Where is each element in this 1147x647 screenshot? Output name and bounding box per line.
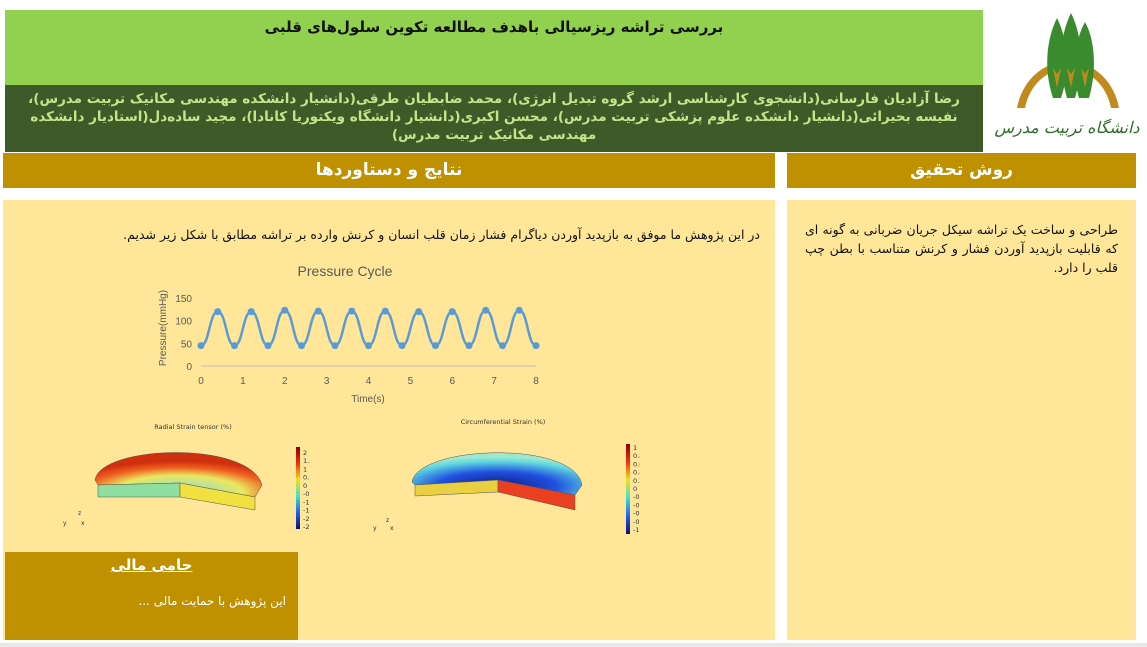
circumferential-strain-figure: Circumferential Strain (%) 10.80.60.40.2…	[373, 418, 640, 534]
data-point	[532, 342, 540, 350]
svg-text:x: x	[390, 525, 394, 532]
figure-title: Radial Strain tensor (%)	[154, 423, 231, 431]
colorbar-tick: 0.2	[633, 477, 640, 485]
colorbar-tick: 0.5	[303, 474, 310, 482]
data-point	[331, 342, 339, 350]
data-point	[365, 342, 372, 350]
colorbar-tick: 0.6	[633, 460, 640, 468]
colorbar-tick: -0.6	[633, 510, 640, 518]
colorbar-tick: -2	[303, 515, 309, 523]
colorbar-tick: 0.8	[633, 452, 640, 460]
colorbar-tick: -0.2	[633, 493, 640, 501]
y-axis-label: Pressure(mmHg)	[158, 290, 169, 366]
x-tick-label: 7	[491, 376, 497, 387]
svg-text:z: z	[386, 517, 389, 524]
colorbar-tick: -0.5	[303, 490, 310, 498]
pressure-cycle-chart: Pressure Cycle Pressure(mmHg) Time(s) 0 1…	[158, 263, 540, 405]
funding-title: حامی مالی	[110, 556, 193, 574]
x-tick-label: 8	[533, 376, 539, 387]
data-point	[197, 342, 205, 350]
colorbar-tick: 1.5	[303, 457, 310, 465]
x-tick-label: 4	[366, 376, 372, 387]
svg-text:y: y	[63, 520, 67, 527]
data-point	[465, 342, 473, 350]
x-tick-label: 6	[449, 376, 455, 387]
svg-text:y: y	[373, 525, 377, 532]
x-tick-label: 0	[198, 376, 204, 387]
data-point	[314, 307, 322, 315]
radial-strain-figure: Radial Strain tensor (%) 21.510.50-0.5-1…	[63, 423, 310, 530]
method-text: طراحی و ساخت یک تراشه سیکل جریان ضربانی …	[805, 222, 1118, 275]
funding-text: این پژوهش با حمایت مالی ...	[138, 594, 286, 608]
data-point	[448, 308, 456, 316]
university-logo: دانشگاه تربیت مدرس	[994, 8, 1140, 148]
colorbar-tick: 1	[303, 465, 307, 473]
data-point	[348, 307, 356, 315]
x-axis-label: Time(s)	[351, 394, 385, 405]
x-tick-label: 5	[408, 376, 414, 387]
y-tick-label: 50	[181, 339, 193, 350]
colorbar-tick: -1.5	[303, 507, 310, 515]
results-header: نتایج و دستاوردها	[3, 153, 775, 190]
colorbar-tick: -1	[303, 498, 309, 506]
colorbar-tick: 1	[633, 444, 637, 452]
x-tick-label: 1	[240, 376, 246, 387]
data-point	[415, 308, 423, 316]
colorbar-tick: -0.4	[633, 501, 640, 509]
data-point	[398, 342, 406, 350]
results-intro: در این پژوهش ما موفق به بازپدید آوردن دی…	[123, 227, 760, 242]
colorbar-tick: -2.5	[303, 523, 310, 530]
svg-text:z: z	[78, 510, 81, 517]
figure-title: Circumferential Strain (%)	[461, 418, 546, 426]
pressure-series-line	[200, 308, 537, 347]
method-header: روش تحقیق	[787, 153, 1136, 190]
colorbar-tick: 0	[633, 485, 637, 493]
authors-list: رضا آزادیان فارسانی(دانشجوی کارشناسی ارش…	[5, 85, 983, 152]
funding-box: حامی مالی این پژوهش با حمایت مالی ...	[5, 552, 298, 640]
chart-title: Pressure Cycle	[298, 263, 393, 279]
x-tick-label: 2	[282, 376, 288, 387]
data-point	[281, 306, 289, 314]
data-point	[499, 342, 506, 350]
svg-text:دانشگاه تربیت مدرس: دانشگاه تربیت مدرس	[995, 118, 1140, 137]
colorbar-tick: 0.4	[633, 469, 640, 477]
data-point	[482, 306, 490, 314]
data-point	[247, 308, 255, 316]
data-point	[515, 306, 523, 314]
y-tick-label: 150	[175, 294, 192, 305]
colorbar-tick: -0.8	[633, 518, 640, 526]
data-point	[298, 342, 305, 350]
method-panel: طراحی و ساخت یک تراشه سیکل جریان ضربانی …	[787, 200, 1136, 640]
poster-title: بررسی تراشه ریزسیالی باهدف مطالعه تکوین …	[5, 10, 983, 85]
x-tick-label: 3	[324, 376, 330, 387]
divider	[0, 643, 1147, 647]
y-tick-label: 0	[186, 362, 192, 373]
data-point	[231, 342, 238, 350]
data-point	[264, 342, 272, 350]
data-point	[432, 342, 439, 350]
svg-text:x: x	[81, 520, 85, 527]
data-point	[381, 307, 389, 315]
colorbar-tick: 0	[303, 482, 307, 490]
y-tick-label: 100	[175, 317, 192, 328]
colorbar-tick: 2	[303, 449, 307, 457]
colorbar-tick: -1	[633, 526, 639, 534]
data-point	[214, 308, 222, 316]
